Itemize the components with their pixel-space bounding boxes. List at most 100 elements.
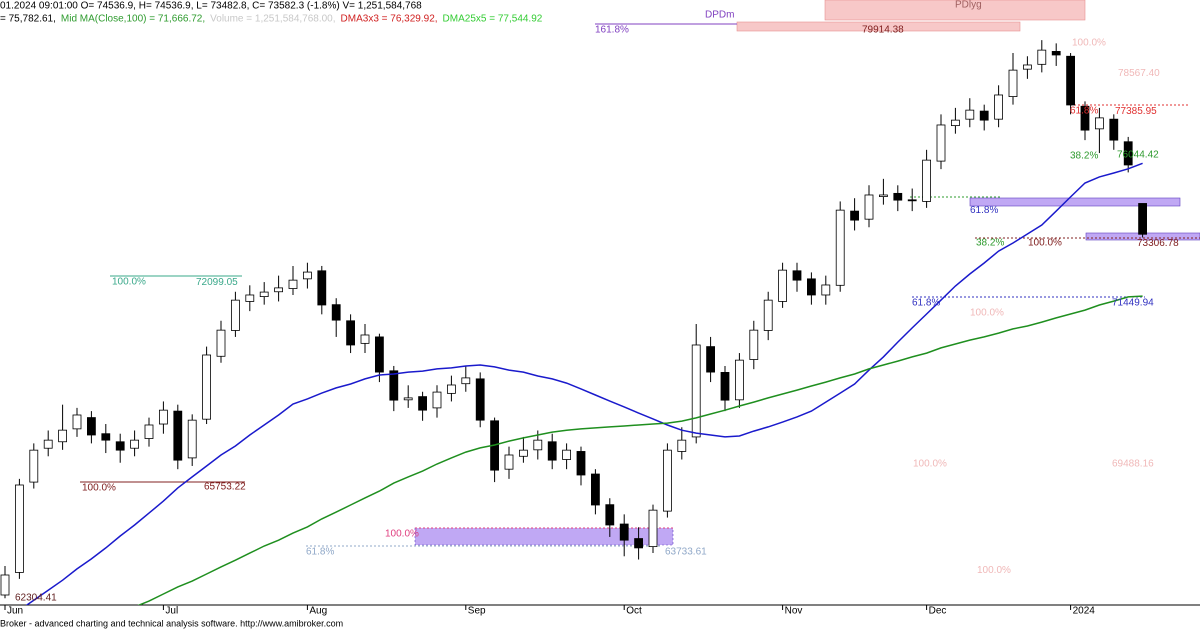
legend-item: DMA3x3 = 76,329.92, bbox=[341, 14, 438, 25]
candle-body bbox=[1037, 49, 1047, 65]
candle-body bbox=[1080, 105, 1090, 131]
candle-body bbox=[302, 271, 312, 280]
candle-body bbox=[288, 279, 298, 289]
candle-body bbox=[144, 424, 154, 439]
candle-body bbox=[14, 484, 24, 573]
candle-body bbox=[936, 124, 946, 162]
candle-body bbox=[1123, 141, 1133, 166]
candle-body bbox=[922, 159, 931, 202]
annotation: 38.2% bbox=[976, 238, 1004, 249]
candle-body bbox=[115, 441, 125, 451]
x-tick-label: Nov bbox=[785, 606, 803, 617]
candle-body bbox=[259, 291, 269, 297]
candle-body bbox=[706, 346, 715, 373]
annotation: 61.8% bbox=[970, 205, 998, 216]
candle-body bbox=[173, 410, 183, 461]
zone bbox=[969, 197, 1181, 207]
ma-line bbox=[137, 295, 1143, 605]
candle-body bbox=[893, 192, 903, 201]
candle-body bbox=[677, 439, 687, 452]
x-tick-label: Oct bbox=[626, 606, 642, 617]
candle-body bbox=[663, 449, 672, 512]
candle-body bbox=[504, 454, 514, 470]
legend-item: Volume = 1,251,584,768.00, bbox=[210, 14, 335, 25]
x-tick-label: Dec bbox=[929, 606, 947, 617]
candle-body bbox=[864, 194, 874, 220]
candle-body bbox=[605, 504, 615, 526]
candle-body bbox=[763, 299, 773, 331]
annotation: 65753.22 bbox=[204, 481, 246, 492]
annotation: 78567.40 bbox=[1118, 68, 1160, 79]
annotation: 100.0% bbox=[913, 459, 947, 470]
x-tick-label: Jun bbox=[7, 606, 23, 617]
candle-body bbox=[634, 538, 643, 549]
annotation: 100.0% bbox=[1028, 238, 1062, 249]
candle-body bbox=[432, 391, 442, 409]
x-tick-label: Aug bbox=[309, 606, 327, 617]
candle-body bbox=[389, 370, 399, 401]
annotation: 72099.05 bbox=[196, 277, 238, 288]
x-tick-label: Jul bbox=[165, 606, 178, 617]
annotation: 73306.78 bbox=[1137, 238, 1179, 249]
candle-body bbox=[648, 509, 658, 548]
candle-body bbox=[965, 109, 975, 120]
candle-body bbox=[403, 397, 413, 401]
annotation: 61.8% bbox=[912, 298, 940, 309]
annotation: 100.0% bbox=[970, 308, 1004, 319]
candle-body bbox=[1138, 203, 1147, 235]
candle-body bbox=[374, 336, 384, 373]
candle-body bbox=[130, 439, 140, 449]
annotation: 76044.42 bbox=[1117, 149, 1159, 160]
candle-body bbox=[907, 199, 917, 202]
candle-body bbox=[951, 119, 960, 127]
candle-body bbox=[87, 417, 96, 436]
annotation: 100.0% bbox=[385, 529, 419, 540]
annotation: 38.2% bbox=[1070, 151, 1098, 162]
candle-body bbox=[547, 441, 557, 461]
annotation: 100.0% bbox=[977, 565, 1011, 576]
candle-body bbox=[230, 299, 240, 331]
candle-body bbox=[187, 419, 197, 459]
candle-body bbox=[619, 523, 629, 541]
candle-body bbox=[807, 278, 816, 296]
candle-body bbox=[0, 574, 10, 596]
legend-item: = 75,782.61, bbox=[0, 14, 56, 25]
candle-body bbox=[317, 270, 327, 306]
candle-body bbox=[792, 270, 802, 281]
candle-body bbox=[749, 329, 759, 360]
candle-body bbox=[346, 320, 356, 346]
candle-body bbox=[475, 378, 485, 421]
candle-body bbox=[691, 344, 701, 438]
candle-body bbox=[446, 384, 456, 394]
candle-body bbox=[245, 294, 255, 302]
candle-body bbox=[835, 209, 845, 286]
candle-body bbox=[821, 284, 831, 296]
candle-body bbox=[519, 449, 528, 457]
annotation: 63733.61 bbox=[665, 547, 707, 558]
candle-body bbox=[418, 396, 428, 411]
candle-body bbox=[331, 304, 341, 321]
candle-body bbox=[778, 269, 787, 302]
candle-body bbox=[1095, 117, 1104, 130]
legend-item: Mid MA(Close,100) = 71,666.72, bbox=[61, 14, 205, 25]
x-tick-label: Sep bbox=[468, 606, 486, 617]
candle-body bbox=[1066, 55, 1075, 106]
candle-body bbox=[591, 473, 600, 506]
annotation: DPDm bbox=[705, 10, 734, 21]
candle-body bbox=[1008, 69, 1018, 97]
candle-body bbox=[720, 372, 730, 401]
candle-body bbox=[158, 409, 168, 425]
annotation: 100.0% bbox=[112, 277, 146, 288]
candle-body bbox=[101, 433, 111, 441]
annotation: 71449.94 bbox=[1112, 298, 1154, 309]
plot-area bbox=[0, 40, 1147, 605]
candle-body bbox=[72, 414, 82, 430]
annotation: 69488.16 bbox=[1112, 459, 1154, 470]
candle-body bbox=[735, 359, 744, 401]
candle-body bbox=[202, 354, 212, 420]
candle-body bbox=[461, 377, 471, 385]
annotation: 79914.38 bbox=[862, 25, 904, 36]
candle-body bbox=[979, 110, 989, 121]
candle-body bbox=[360, 334, 370, 344]
